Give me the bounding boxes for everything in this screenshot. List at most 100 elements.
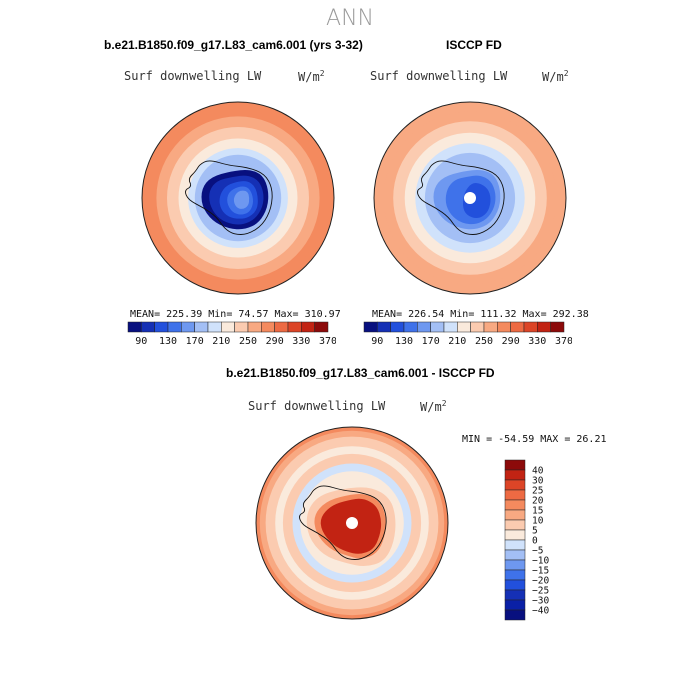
colorbar-3-swatch-1 [504, 469, 526, 481]
colorbar-2-swatch-11 [510, 321, 525, 333]
map-1-contour-4 [233, 190, 250, 209]
colorbar-3-swatch-12 [504, 579, 526, 591]
panel-3-stats: MIN = -54.59 MAX = 26.21 [462, 434, 607, 445]
colorbar-3-tick-5: 10 [532, 516, 544, 527]
colorbar-2-tick-5: 290 [502, 336, 520, 347]
panel-2-stats: MEAN= 226.54 Min= 111.32 Max= 292.38 [372, 309, 589, 320]
panel-1-variable-label: Surf downwelling LW [124, 69, 262, 83]
map-2-border [373, 101, 567, 295]
colorbar-2-swatch-7 [457, 321, 471, 333]
panel-1-colorbar: 90 130 170 210 250 290 330 370 [127, 321, 336, 347]
colorbar-3-swatch-0 [504, 459, 526, 471]
panel-1-title: b.e21.B1850.f09_g17.L83_cam6.001 (yrs 3-… [104, 38, 363, 52]
map-3-pole-mask [346, 517, 358, 529]
colorbar-1-tick-6: 330 [292, 336, 310, 347]
panel-3-title: b.e21.B1850.f09_g17.L83_cam6.001 - ISCCP… [226, 366, 495, 380]
colorbar-3-swatch-14 [504, 599, 526, 611]
colorbar-1-swatch-8 [234, 321, 249, 333]
colorbar-1-swatch-14 [314, 321, 329, 333]
colorbar-3-tick-9: −10 [532, 556, 549, 567]
colorbar-1-swatch-9 [247, 321, 262, 333]
colorbar-3-swatch-3 [504, 489, 526, 501]
colorbar-1-swatch-0 [127, 321, 142, 333]
colorbar-2-swatch-5 [430, 321, 445, 333]
colorbar-3-swatch-7 [504, 529, 526, 541]
map-1-border [141, 101, 335, 295]
colorbar-2-tick-4: 250 [475, 336, 493, 347]
colorbar-3-swatch-6 [504, 519, 526, 531]
colorbar-2-swatch-1 [377, 321, 391, 333]
colorbar-1-swatch-5 [194, 321, 209, 333]
colorbar-2-swatch-6 [443, 321, 458, 333]
colorbar-2-tick-6: 330 [528, 336, 546, 347]
colorbar-2-tick-2: 170 [422, 336, 440, 347]
colorbar-3-swatch-8 [504, 539, 526, 551]
colorbar-1-swatch-2 [154, 321, 169, 333]
colorbar-2-swatch-9 [483, 321, 498, 333]
colorbar-3-tick-4: 15 [532, 506, 543, 517]
colorbar-3-swatch-15 [504, 609, 526, 621]
colorbar-1-tick-1: 130 [159, 336, 177, 347]
colorbar-1-tick-0: 90 [135, 336, 147, 347]
colorbar-2-swatch-4 [417, 321, 431, 333]
map-2-contour-2 [462, 183, 491, 218]
colorbar-3-tick-1: 30 [532, 476, 544, 487]
colorbar-3-tick-13: −30 [532, 596, 549, 607]
colorbar-1-swatch-13 [301, 321, 315, 333]
colorbar-3-tick-14: −40 [532, 606, 549, 617]
colorbar-3-tick-0: 40 [532, 466, 544, 477]
colorbar-2-swatch-2 [390, 321, 405, 333]
panel-3-polar-map [255, 426, 449, 620]
panel-2-variable-label: Surf downwelling LW [370, 69, 508, 83]
panel-3-units: W/m2 [420, 399, 447, 414]
map-2-coastline [417, 160, 505, 235]
colorbar-1-swatch-12 [287, 321, 302, 333]
colorbar-1-swatch-1 [141, 321, 155, 333]
colorbar-2-swatch-3 [403, 321, 418, 333]
colorbar-1-swatch-10 [261, 321, 275, 333]
colorbar-1-swatch-3 [167, 321, 182, 333]
colorbar-3-swatch-4 [504, 499, 526, 511]
colorbar-2-swatch-13 [537, 321, 551, 333]
figure-title: ANN [326, 6, 374, 31]
colorbar-3-swatch-11 [504, 569, 526, 581]
colorbar-2-swatch-14 [550, 321, 565, 333]
colorbar-3-swatch-10 [504, 559, 526, 571]
panel-2-units: W/m2 [542, 69, 569, 84]
colorbar-3-tick-3: 20 [532, 496, 544, 507]
colorbar-2-tick-1: 130 [395, 336, 413, 347]
panel-1-units: W/m2 [298, 69, 325, 84]
colorbar-3-tick-10: −15 [532, 566, 549, 577]
colorbar-2-tick-0: 90 [371, 336, 383, 347]
colorbar-3-swatch-2 [504, 479, 526, 491]
map-3-coastline [299, 485, 387, 560]
colorbar-1-swatch-6 [207, 321, 222, 333]
panel-3-variable-label: Surf downwelling LW [248, 399, 386, 413]
colorbar-3-swatch-13 [504, 589, 526, 601]
panel-1-stats: MEAN= 225.39 Min= 74.57 Max= 310.97 [130, 309, 341, 320]
colorbar-1-tick-7: 370 [319, 336, 336, 347]
map-2-pole-mask [464, 192, 476, 204]
colorbar-3-tick-8: −5 [532, 546, 543, 557]
panel-2-colorbar: 90 130 170 210 250 290 330 370 [363, 321, 572, 347]
colorbar-1-tick-2: 170 [186, 336, 204, 347]
panel-2-title: ISCCP FD [446, 38, 502, 52]
map-1-coastline [185, 160, 273, 235]
map-3-border [255, 426, 449, 620]
colorbar-1-tick-4: 250 [239, 336, 257, 347]
colorbar-3-tick-12: −25 [532, 586, 549, 597]
colorbar-3-tick-6: 5 [532, 526, 538, 537]
panel-2-polar-map [373, 101, 567, 295]
colorbar-3-tick-11: −20 [532, 576, 549, 587]
colorbar-1-swatch-11 [274, 321, 289, 333]
colorbar-1-tick-3: 210 [212, 336, 230, 347]
colorbar-2-swatch-10 [497, 321, 511, 333]
colorbar-2-swatch-12 [523, 321, 538, 333]
colorbar-3-tick-2: 25 [532, 486, 543, 497]
colorbar-3-swatch-5 [504, 509, 526, 521]
colorbar-2-tick-7: 370 [555, 336, 572, 347]
colorbar-1-tick-5: 290 [266, 336, 284, 347]
colorbar-3-tick-7: 0 [532, 536, 538, 547]
colorbar-2-swatch-8 [470, 321, 485, 333]
